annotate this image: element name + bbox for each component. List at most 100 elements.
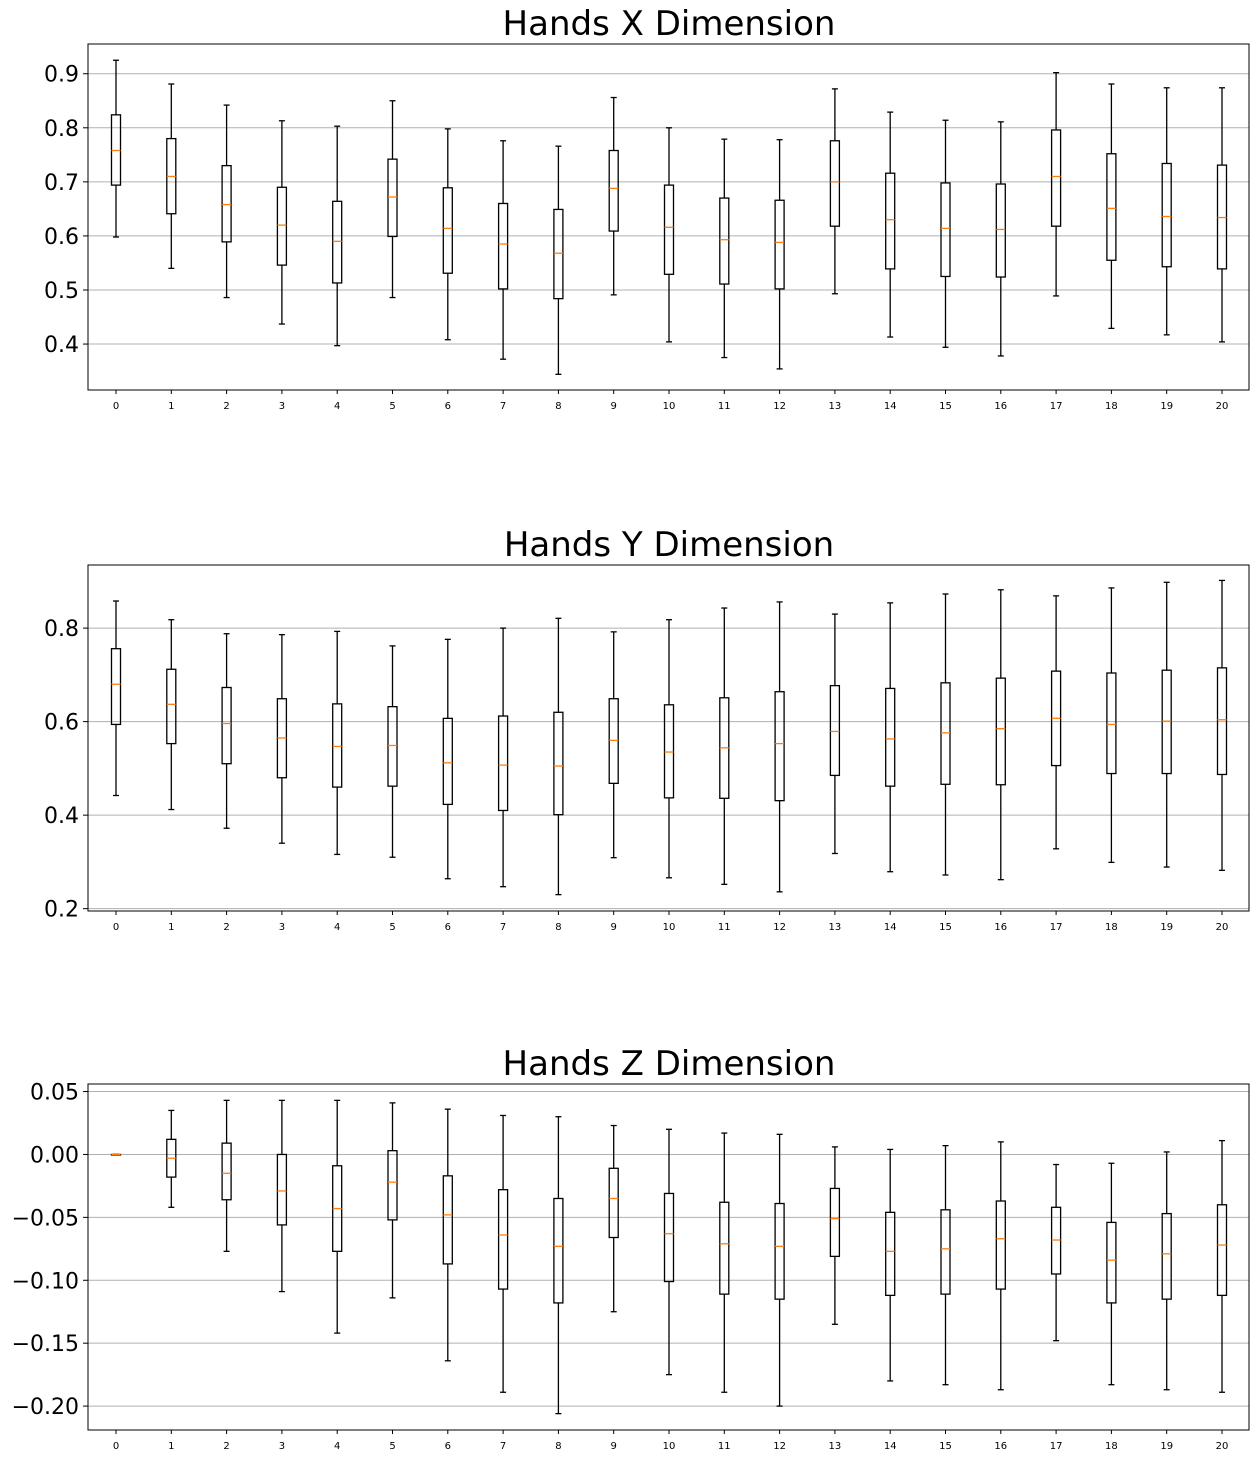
iqr-box	[276, 1153, 288, 1226]
x-tick-label: 20	[1216, 1441, 1229, 1452]
box-plot-8	[553, 145, 564, 375]
box-plot-10	[663, 1128, 675, 1376]
iqr-box	[221, 164, 232, 243]
x-tick-label: 17	[1050, 401, 1063, 412]
box-plot-14	[885, 111, 896, 338]
box-plot-0	[110, 59, 122, 238]
x-tick-label: 19	[1160, 401, 1173, 412]
x-tick-label: 8	[555, 922, 561, 933]
y-tick-label: 0.6	[44, 711, 79, 736]
iqr-box	[774, 691, 785, 802]
iqr-box	[663, 1192, 675, 1283]
box-plot-4	[332, 1099, 343, 1334]
y-tick-label: 0.00	[30, 1143, 79, 1168]
iqr-box	[332, 200, 343, 284]
x-tick-label: 5	[389, 401, 395, 412]
box-plot-15	[940, 1145, 951, 1386]
box-plot-16	[995, 121, 1006, 357]
box-plot-7	[497, 1114, 509, 1393]
axes-frame	[87, 564, 1250, 912]
box-plot-15	[940, 119, 951, 348]
x-tick-label: 4	[334, 1441, 340, 1452]
x-tick-label: 0	[113, 1441, 119, 1452]
x-tick-label: 6	[445, 1441, 451, 1452]
box-plot-20	[1216, 1139, 1228, 1393]
y-tick-label: 0.8	[44, 617, 79, 642]
iqr-box	[1161, 162, 1172, 268]
box-plot-6	[442, 638, 453, 880]
subplot-y: Hands Y Dimension 0.20.40.60.80 1 2 3 4 5 6 7 8 9…	[44, 525, 1250, 933]
iqr-box	[110, 648, 122, 726]
iqr-box	[995, 1200, 1006, 1290]
box-plot-18	[1106, 587, 1117, 864]
x-tick-label: 1	[168, 1441, 174, 1452]
x-tick-label: 0	[113, 401, 119, 412]
box-plot-18	[1106, 1162, 1117, 1386]
x-tick-label: 4	[334, 922, 340, 933]
iqr-box	[995, 183, 1006, 278]
subplot-z: Hands Z Dimension −0.20 −0.15 −0.10 −0.05 0.…	[12, 1044, 1250, 1452]
box-plot-11	[719, 1132, 730, 1393]
x-tick-label: 8	[555, 401, 561, 412]
box-plot-9	[608, 1124, 619, 1313]
iqr-box	[332, 703, 343, 788]
x-tick-label: 15	[939, 922, 952, 933]
box-plot-18	[1106, 83, 1117, 330]
y-tick-label: −0.05	[12, 1206, 79, 1231]
iqr-box	[719, 1201, 730, 1295]
iqr-box	[1106, 672, 1117, 775]
x-tick-label: 18	[1105, 401, 1118, 412]
x-tick-label: 5	[389, 1441, 395, 1452]
axes-frame	[87, 1083, 1250, 1431]
x-tick-label: 15	[939, 1441, 952, 1452]
box-plot-7	[497, 140, 509, 360]
iqr-box	[442, 187, 453, 274]
iqr-box	[442, 1175, 453, 1265]
x-tick-label: 2	[223, 1441, 229, 1452]
box-plot-11	[719, 138, 730, 359]
box-plot-10	[663, 127, 675, 343]
box-plot-14	[885, 602, 896, 873]
iqr-box	[608, 1167, 619, 1239]
y-tick-label: 0.05	[30, 1081, 79, 1106]
x-tick-label: 15	[939, 401, 952, 412]
x-tick-label: 8	[555, 1441, 561, 1452]
x-tick-label: 12	[773, 401, 786, 412]
iqr-box	[1216, 1204, 1228, 1297]
box-plot-3	[276, 1099, 288, 1293]
x-tick-label: 19	[1160, 1441, 1173, 1452]
iqr-box	[497, 1189, 509, 1290]
iqr-box	[940, 1209, 951, 1295]
x-tick-label: 1	[168, 401, 174, 412]
iqr-box	[553, 208, 564, 300]
x-tick-label: 14	[884, 1441, 897, 1452]
box-plot-15	[940, 593, 951, 876]
box-plot-4	[332, 630, 343, 856]
box-plot-8	[553, 1116, 564, 1415]
x-tick-label: 2	[223, 401, 229, 412]
iqr-box	[1161, 669, 1172, 775]
box-plot-4	[332, 125, 343, 347]
y-tick-label: −0.10	[12, 1269, 79, 1294]
iqr-box	[829, 140, 841, 227]
x-tick-label: 16	[994, 401, 1007, 412]
y-tick-label: 0.2	[44, 898, 79, 923]
box-plot-12	[774, 601, 785, 893]
iqr-box	[497, 202, 509, 290]
iqr-box	[995, 677, 1006, 786]
box-plot-9	[608, 96, 619, 296]
x-tick-label: 18	[1105, 922, 1118, 933]
y-tick-label: 0.9	[44, 63, 79, 88]
x-tick-label: 9	[611, 1441, 617, 1452]
x-tick-label: 6	[445, 401, 451, 412]
y-tick-label: 0.6	[44, 225, 79, 250]
y-tick-label: −0.15	[12, 1332, 79, 1357]
y-tick-label: 0.5	[44, 279, 79, 304]
x-tick-label: 0	[113, 922, 119, 933]
box-plot-5	[387, 645, 398, 858]
box-plot-2	[221, 1099, 232, 1252]
chart-title: Hands X Dimension	[503, 4, 836, 44]
box-plot-16	[995, 1141, 1006, 1391]
box-plot-20	[1216, 87, 1228, 343]
box-plot-7	[497, 627, 509, 888]
